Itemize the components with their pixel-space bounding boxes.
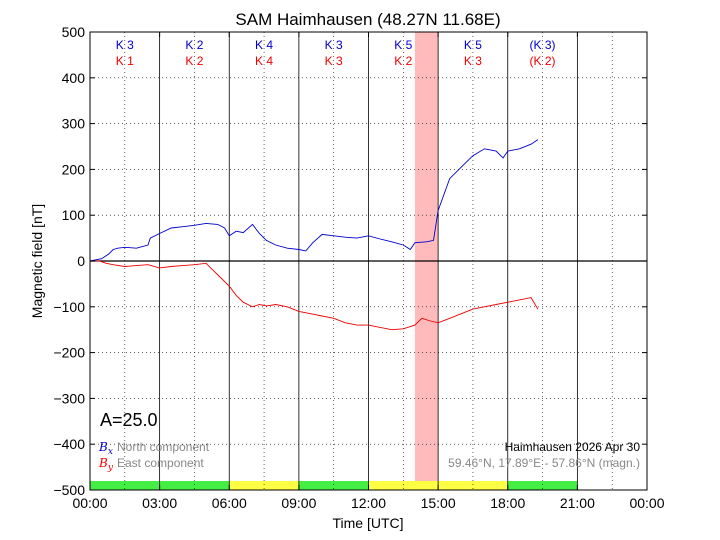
k-index-label-0-3: K 3 xyxy=(325,38,343,52)
y-tick-label-10: 500 xyxy=(62,24,86,40)
grid xyxy=(90,32,647,490)
k-index-label-0-2: K 4 xyxy=(255,38,273,52)
k-index-label-0-4: K 5 xyxy=(394,38,412,52)
y-tick-label-6: 100 xyxy=(62,207,86,223)
station-coordinates-info: 59.46°N, 17.89°E - 57.86°N (magn.) xyxy=(448,456,640,470)
k-index-label-1-0: K 1 xyxy=(116,54,134,68)
series-layer xyxy=(89,139,539,331)
k-index-label-0-5: K 5 xyxy=(464,38,482,52)
legend: Bx North component By East component xyxy=(98,440,210,473)
status-segment-4 xyxy=(507,481,578,490)
series-line-1 xyxy=(90,260,539,331)
k-index-label-0-6: (K 3) xyxy=(530,38,556,52)
y-tick-label-0: −500 xyxy=(53,482,85,498)
x-axis-label: Time [UTC] xyxy=(332,515,403,531)
k-index-label-0-1: K 2 xyxy=(185,38,203,52)
x-tick-label-2: 06:00 xyxy=(212,495,247,511)
k-index-label-1-2: K 4 xyxy=(255,54,273,68)
y-tick-label-3: −200 xyxy=(53,345,85,361)
y-tick-label-1: −400 xyxy=(53,436,85,452)
a-index-annotation: A=25.0 xyxy=(100,410,158,430)
y-tick-label-4: −100 xyxy=(53,299,85,315)
k-index-labels: K 3 K 2 K 4 K 3 K 5 K 5 (K 3) K 1 K 2 K 4 K 3 K 2 K … xyxy=(116,38,556,68)
x-tick-label-3: 09:00 xyxy=(281,495,316,511)
series-line-0 xyxy=(89,139,539,262)
station-date-info: Haimhausen 2026 Apr 30 xyxy=(505,440,641,454)
x-tick-label-1: 03:00 xyxy=(142,495,177,511)
k-index-label-1-1: K 2 xyxy=(185,54,203,68)
x-tick-label-8: 00:00 xyxy=(629,495,664,511)
legend-symbol-east: By xyxy=(98,456,114,473)
k-index-label-1-6: (K 2) xyxy=(530,54,556,68)
k-index-label-1-4: K 2 xyxy=(394,54,412,68)
y-tick-label-7: 200 xyxy=(62,161,86,177)
x-tick-label-7: 21:00 xyxy=(560,495,595,511)
x-tick-label-5: 15:00 xyxy=(421,495,456,511)
legend-symbol-north: Bx xyxy=(98,440,113,457)
chart-title: SAM Haimhausen (48.27N 11.68E) xyxy=(235,10,500,29)
y-tick-label-8: 300 xyxy=(62,116,86,132)
legend-label-north: North component xyxy=(117,440,210,454)
status-segment-2 xyxy=(298,481,369,490)
x-tick-label-0: 00:00 xyxy=(72,495,107,511)
axis-ticks: 00:00 03:00 06:00 09:00 12:00 15:00 18:00 21:00… xyxy=(53,24,664,511)
status-segment-1 xyxy=(229,481,299,490)
y-tick-label-9: 400 xyxy=(62,70,86,86)
k-index-label-1-3: K 3 xyxy=(325,54,343,68)
k-index-label-1-5: K 3 xyxy=(464,54,482,68)
x-tick-label-4: 12:00 xyxy=(351,495,386,511)
y-tick-label-2: −300 xyxy=(53,390,85,406)
legend-label-east: East component xyxy=(117,456,204,470)
y-axis-label: Magnetic field [nT] xyxy=(29,204,45,318)
x-tick-label-6: 18:00 xyxy=(490,495,525,511)
y-tick-label-5: 0 xyxy=(77,253,85,269)
k-index-label-0-0: K 3 xyxy=(116,38,134,52)
